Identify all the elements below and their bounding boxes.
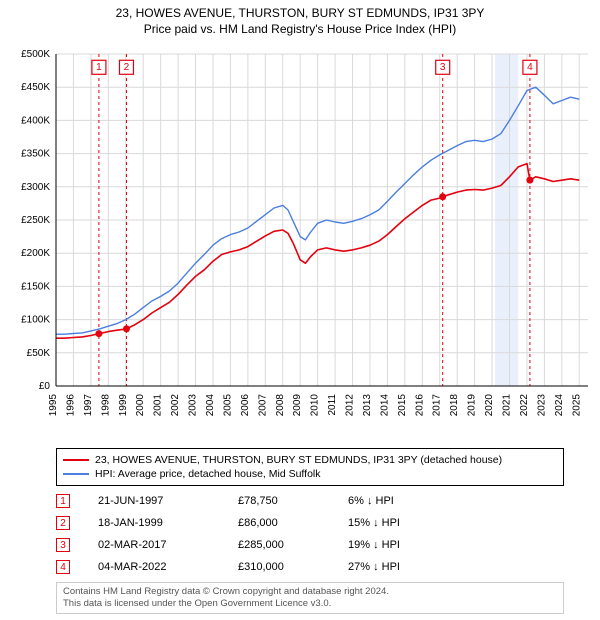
svg-text:1998: 1998 <box>100 394 111 417</box>
title-line-1: 23, HOWES AVENUE, THURSTON, BURY ST EDMU… <box>0 6 600 22</box>
svg-text:2021: 2021 <box>502 394 513 417</box>
marker-index: 2 <box>56 516 70 530</box>
legend-label: HPI: Average price, detached house, Mid … <box>95 468 321 480</box>
svg-text:2014: 2014 <box>379 394 390 417</box>
svg-text:2006: 2006 <box>240 394 251 417</box>
svg-text:£200K: £200K <box>21 248 50 259</box>
marker-price: £285,000 <box>238 539 348 551</box>
svg-text:2020: 2020 <box>484 394 495 417</box>
marker-date: 04-MAR-2022 <box>98 561 238 573</box>
legend: 23, HOWES AVENUE, THURSTON, BURY ST EDMU… <box>56 448 564 486</box>
svg-text:2002: 2002 <box>170 394 181 417</box>
marker-price: £86,000 <box>238 517 348 529</box>
legend-row: 23, HOWES AVENUE, THURSTON, BURY ST EDMU… <box>63 453 557 467</box>
svg-text:£350K: £350K <box>21 149 50 160</box>
marker-index: 1 <box>56 494 70 508</box>
svg-text:2012: 2012 <box>345 394 356 417</box>
svg-text:£400K: £400K <box>21 115 50 126</box>
svg-text:£250K: £250K <box>21 215 50 226</box>
legend-swatch <box>63 459 89 461</box>
svg-text:1996: 1996 <box>65 394 76 417</box>
svg-text:1997: 1997 <box>83 394 94 417</box>
marker-pct: 15% ↓ HPI <box>348 517 468 529</box>
marker-pct: 6% ↓ HPI <box>348 495 468 507</box>
table-row: 2 18-JAN-1999£86,00015% ↓ HPI <box>56 512 564 534</box>
marker-pct: 27% ↓ HPI <box>348 561 468 573</box>
title-line-2: Price paid vs. HM Land Registry's House … <box>0 22 600 38</box>
svg-text:2018: 2018 <box>449 394 460 417</box>
chart-svg: £0 £50K £100K £150K £200K £250K £300K £350K £400… <box>0 44 600 444</box>
svg-text:2015: 2015 <box>397 394 408 417</box>
svg-text:2025: 2025 <box>571 394 582 417</box>
svg-text:2007: 2007 <box>257 394 268 417</box>
legend-label: 23, HOWES AVENUE, THURSTON, BURY ST EDMU… <box>95 454 502 466</box>
marker-price: £310,000 <box>238 561 348 573</box>
svg-text:2009: 2009 <box>292 394 303 417</box>
svg-text:£150K: £150K <box>21 281 50 292</box>
attribution: Contains HM Land Registry data © Crown c… <box>56 582 564 614</box>
chart-title: 23, HOWES AVENUE, THURSTON, BURY ST EDMU… <box>0 0 600 37</box>
marker-index: 3 <box>56 538 70 552</box>
legend-row: HPI: Average price, detached house, Mid … <box>63 467 557 481</box>
svg-text:2024: 2024 <box>554 394 565 417</box>
svg-text:2023: 2023 <box>536 394 547 417</box>
legend-swatch <box>63 473 89 475</box>
marker-index: 4 <box>56 560 70 574</box>
marker-price: £78,750 <box>238 495 348 507</box>
table-row: 3 02-MAR-2017£285,00019% ↓ HPI <box>56 534 564 556</box>
svg-text:2000: 2000 <box>135 394 146 417</box>
svg-text:£0: £0 <box>39 381 51 392</box>
svg-text:2: 2 <box>124 62 130 73</box>
svg-text:£50K: £50K <box>27 348 51 359</box>
marker-date: 02-MAR-2017 <box>98 539 238 551</box>
svg-text:2005: 2005 <box>222 394 233 417</box>
marker-pct: 19% ↓ HPI <box>348 539 468 551</box>
svg-text:£500K: £500K <box>21 49 50 60</box>
svg-text:£100K: £100K <box>21 315 50 326</box>
table-row: 4 04-MAR-2022£310,00027% ↓ HPI <box>56 556 564 578</box>
svg-text:2017: 2017 <box>432 394 443 417</box>
table-row: 1 21-JUN-1997£78,7506% ↓ HPI <box>56 490 564 512</box>
svg-text:2011: 2011 <box>327 394 338 416</box>
svg-text:£450K: £450K <box>21 82 50 93</box>
svg-text:2016: 2016 <box>414 394 425 417</box>
svg-text:2003: 2003 <box>188 394 199 417</box>
svg-text:3: 3 <box>440 62 446 73</box>
svg-text:1999: 1999 <box>118 394 129 417</box>
marker-date: 18-JAN-1999 <box>98 517 238 529</box>
chart-area: £0 £50K £100K £150K £200K £250K £300K £350K £400… <box>0 44 600 444</box>
svg-text:2008: 2008 <box>275 394 286 417</box>
svg-text:2019: 2019 <box>467 394 478 417</box>
attribution-line-1: Contains HM Land Registry data © Crown c… <box>63 586 557 598</box>
svg-text:2004: 2004 <box>205 394 216 417</box>
svg-text:1: 1 <box>96 62 102 73</box>
svg-text:2013: 2013 <box>362 394 373 417</box>
svg-text:2010: 2010 <box>310 394 321 417</box>
svg-text:1995: 1995 <box>48 394 59 417</box>
svg-text:2022: 2022 <box>519 394 530 417</box>
svg-text:£300K: £300K <box>21 182 50 193</box>
svg-text:2001: 2001 <box>153 394 164 417</box>
svg-text:4: 4 <box>527 62 533 73</box>
marker-date: 21-JUN-1997 <box>98 495 238 507</box>
attribution-line-2: This data is licensed under the Open Gov… <box>63 598 557 610</box>
transaction-table: 121-JUN-1997£78,7506% ↓ HPI218-JAN-1999£… <box>56 490 564 578</box>
